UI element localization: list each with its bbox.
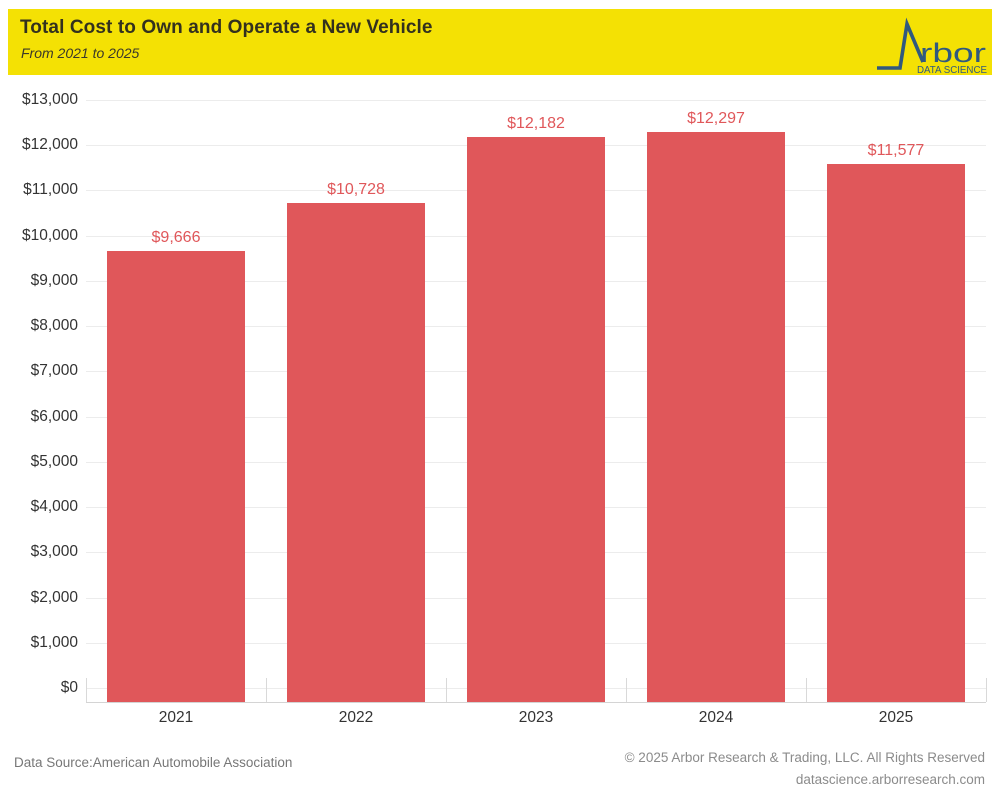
arbor-data-science-logo: rbor DATA SCIENCE [877,17,987,74]
x-axis-boundary-tick [266,678,267,702]
bar-2025[interactable] [827,164,965,702]
copyright-block: © 2025 Arbor Research & Trading, LLC. Al… [625,747,985,791]
logo-tagline: DATA SCIENCE [917,65,987,74]
x-axis-line [86,702,986,703]
arbor-peak-icon [877,17,925,70]
y-axis-tick-label: $8,000 [30,317,78,335]
x-axis-tick-label: 2024 [698,709,734,726]
bar-value-label: $12,182 [507,114,565,132]
bar-2024[interactable] [647,131,785,702]
y-axis-tick-label: $5,000 [30,452,78,470]
y-axis-tick-label: $10,000 [21,226,78,244]
y-axis-tick-label: $13,000 [21,91,78,108]
y-axis-tick-label: $4,000 [30,498,78,516]
y-axis-tick-label: $9,000 [30,271,78,289]
header-banner: Total Cost to Own and Operate a New Vehi… [8,9,992,75]
page-title: Total Cost to Own and Operate a New Vehi… [20,17,433,38]
y-axis-tick-label: $11,000 [23,181,78,199]
x-axis-boundary-tick [806,678,807,702]
bar-chart: $0 $1,000 $2,000 $3,000 $4,000 $5,000 $6,000 $7… [0,90,1000,740]
bar-value-label: $11,577 [867,142,925,160]
bar-2023[interactable] [467,136,605,702]
bar-value-label: $12,297 [687,109,745,127]
x-axis-boundary-tick [86,678,87,702]
x-axis-tick-label: 2025 [878,709,914,726]
logo-wordmark: rbor [920,38,986,68]
y-axis-tick-label: $7,000 [30,362,78,380]
y-axis-tick-label: $0 [60,679,78,696]
bar-value-label: $10,728 [327,180,385,198]
y-axis-tick-label: $2,000 [30,588,78,606]
x-axis-boundary-tick [446,678,447,702]
website-text: datascience.arborresearch.com [795,772,985,787]
x-axis-boundary-tick [986,678,987,702]
page-subtitle: From 2021 to 2025 [21,45,140,61]
y-axis-tick-label: $3,000 [30,543,78,561]
y-axis-tick-label: $12,000 [21,136,78,154]
x-axis-tick-label: 2022 [338,709,374,726]
copyright-text: © 2025 Arbor Research & Trading, LLC. Al… [624,750,985,765]
x-axis-tick-label: 2021 [158,709,194,726]
y-axis-tick-label: $1,000 [30,633,78,651]
bar-value-label: $9,666 [151,228,201,246]
data-source: Data Source:American Automobile Associat… [14,755,293,770]
x-axis-tick-label: 2023 [518,709,554,726]
y-axis-tick-label: $6,000 [30,407,78,425]
x-axis-boundary-tick [626,678,627,702]
bar-2022[interactable] [287,202,425,702]
bar-2021[interactable] [107,250,245,702]
y-gridline [86,100,986,101]
